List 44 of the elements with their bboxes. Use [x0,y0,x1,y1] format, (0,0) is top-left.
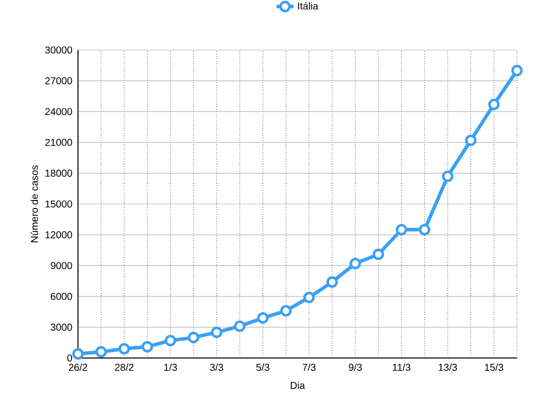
y-tick-label: 24000 [45,108,72,116]
point [95,346,107,358]
point [188,332,200,344]
y-tick-label: 18000 [46,170,72,177]
point [234,320,246,332]
y-axis-title: Número de casos [30,165,38,242]
y-tick-label: 6000 [50,292,72,300]
x-tick-label: 9/3 [348,364,362,371]
x-tick-label: 15/3 [484,364,504,371]
point [372,248,384,260]
point [210,326,222,338]
y-tick-label: 21000 [45,138,72,146]
y-tick-label: 3000 [50,324,72,331]
x-tick-label: 3/3 [210,364,224,371]
point [257,312,269,324]
point [396,224,408,236]
point [118,343,130,354]
x-tick-label: 26/2 [68,364,88,371]
point [488,98,500,110]
x-tick-label: 5/3 [256,364,270,371]
y-tick-label: 15000 [46,200,72,208]
point [418,224,430,236]
point [142,340,154,352]
point [326,276,338,288]
point [511,64,523,76]
legend-label: Itália [298,2,318,10]
point [303,292,315,304]
y-tick-label: 9000 [50,262,72,270]
point [465,134,477,146]
y-tick-label: 0 [67,354,72,362]
x-tick-label: 28/2 [115,364,134,371]
x-tick-label: 1/3 [164,364,177,371]
x-tick-label: 11/3 [392,364,410,371]
point [164,334,176,346]
point [350,258,361,270]
point [442,170,454,182]
y-tick-label: 30000 [45,46,72,54]
x-axis-title: Dia [290,382,305,389]
x-tick-label: 7/3 [302,364,316,371]
x-tick-label: 13/3 [438,364,457,371]
point [280,305,292,317]
y-tick-label: 12000 [46,231,72,238]
point [72,348,84,360]
y-tick-label: 27000 [45,77,72,84]
